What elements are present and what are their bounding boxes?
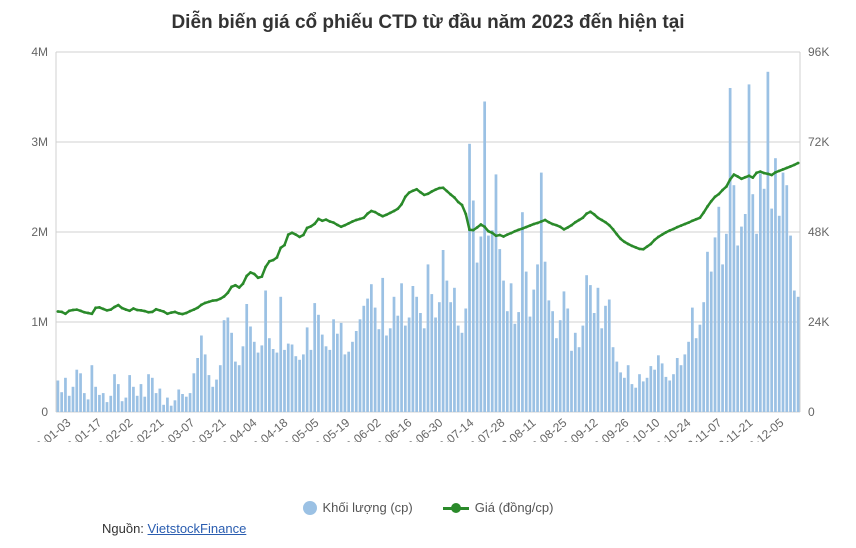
- chart-legend: Khối lượng (cp) Giá (đồng/cp): [12, 500, 844, 515]
- svg-text:72K: 72K: [808, 135, 829, 149]
- svg-text:3M: 3M: [31, 135, 48, 149]
- source-link[interactable]: VietstockFinance: [148, 521, 247, 536]
- svg-text:96K: 96K: [808, 45, 829, 59]
- chart-svg: 001M24K2M48K3M72K4M96K2023-01-032023-01-…: [12, 42, 844, 442]
- svg-text:4M: 4M: [31, 45, 48, 59]
- svg-text:1M: 1M: [31, 315, 48, 329]
- chart-source: Nguồn: VietstockFinance: [12, 521, 844, 536]
- svg-text:2M: 2M: [31, 225, 48, 239]
- svg-text:0: 0: [41, 405, 48, 419]
- chart-title: Diễn biến giá cổ phiếu CTD từ đầu năm 20…: [12, 12, 844, 34]
- stock-chart: Diễn biến giá cổ phiếu CTD từ đầu năm 20…: [12, 12, 844, 536]
- svg-text:48K: 48K: [808, 225, 829, 239]
- legend-swatch-volume: [303, 501, 317, 515]
- legend-swatch-price: [443, 501, 469, 515]
- legend-label-price: Giá (đồng/cp): [475, 500, 554, 515]
- source-prefix: Nguồn:: [102, 521, 148, 536]
- svg-text:24K: 24K: [808, 315, 829, 329]
- svg-text:2023-01-03: 2023-01-03: [17, 415, 73, 442]
- legend-item-price: Giá (đồng/cp): [443, 500, 554, 515]
- svg-text:0: 0: [808, 405, 815, 419]
- legend-item-volume: Khối lượng (cp): [303, 500, 413, 515]
- legend-label-volume: Khối lượng (cp): [323, 500, 413, 515]
- chart-plot-area: 001M24K2M48K3M72K4M96K2023-01-032023-01-…: [12, 42, 844, 442]
